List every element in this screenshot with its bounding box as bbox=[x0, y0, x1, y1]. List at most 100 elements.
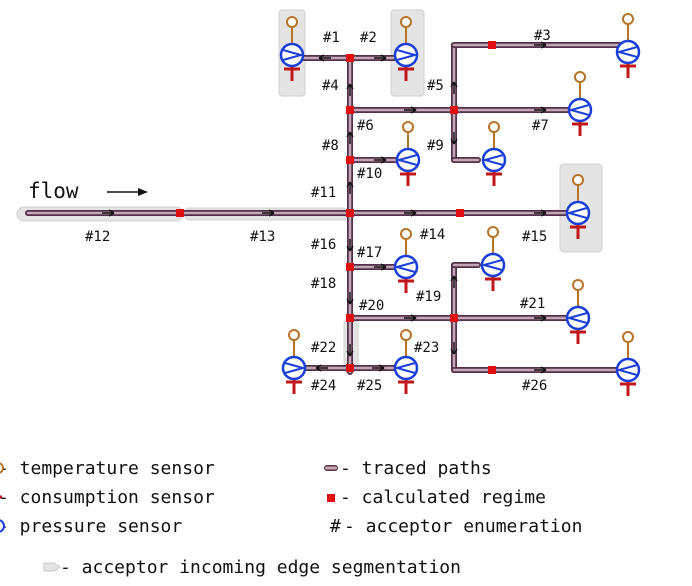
arrow-icon-4 bbox=[534, 209, 547, 217]
temp-sensor-icon-9 bbox=[487, 226, 499, 238]
legend: - temperature sensor - consumption senso… bbox=[0, 458, 582, 578]
pump-arrow-icon-1 bbox=[282, 49, 305, 61]
temp-sensor-icon-13 bbox=[622, 331, 634, 343]
legend-temperature-icon bbox=[0, 462, 4, 474]
acceptor-label-21: #21 bbox=[520, 296, 545, 312]
flow-indicator: flow bbox=[28, 179, 148, 203]
arrow-icon-21 bbox=[450, 342, 458, 355]
pump-arrow-icon-6 bbox=[481, 154, 504, 166]
pump-arrow-icon-10 bbox=[565, 312, 588, 324]
pump-arrow-icon-2 bbox=[396, 49, 419, 61]
traced-path-swatch-icon bbox=[324, 465, 338, 471]
temp-sensor-icon-5 bbox=[402, 121, 414, 133]
acceptor-label-13: #13 bbox=[250, 229, 275, 245]
pump-arrow-icon-13 bbox=[615, 364, 638, 376]
acceptor-label-14: #14 bbox=[420, 227, 445, 243]
pump-group-8 bbox=[393, 228, 419, 293]
arrow-icon-7 bbox=[346, 83, 354, 96]
arrow-icon-13 bbox=[404, 106, 417, 114]
pump-group-2 bbox=[393, 16, 419, 81]
arrow-icon-6 bbox=[374, 54, 387, 62]
pump-group-10 bbox=[565, 279, 591, 344]
regime-marker-1 bbox=[176, 209, 184, 217]
acceptor-label-5: #5 bbox=[427, 78, 444, 94]
pump-arrow-icon-9 bbox=[480, 259, 503, 271]
pump-arrow-icon-7 bbox=[565, 207, 588, 219]
acceptor-label-20: #20 bbox=[359, 298, 384, 314]
arrow-icon-10 bbox=[346, 239, 354, 252]
temp-sensor-icon-7 bbox=[572, 174, 584, 186]
pump-layer bbox=[279, 13, 641, 396]
arrow-icon-23 bbox=[534, 314, 547, 322]
legend-temperature-text: - temperature sensor bbox=[0, 458, 215, 479]
pump-group-11 bbox=[281, 329, 307, 394]
acceptor-label-8: #8 bbox=[322, 138, 339, 154]
acceptor-label-24: #24 bbox=[311, 378, 336, 394]
acceptor-label-9: #9 bbox=[427, 138, 444, 154]
pump-group-4 bbox=[567, 71, 593, 136]
arrow-icon-20 bbox=[450, 275, 458, 288]
pump-arrow-icon-5 bbox=[395, 154, 418, 166]
arrow-icon-19 bbox=[374, 263, 387, 271]
regime-swatch-icon bbox=[327, 494, 335, 502]
pump-group-13 bbox=[615, 331, 641, 396]
acceptor-label-11: #11 bbox=[311, 185, 336, 201]
pump-group-6 bbox=[481, 121, 507, 186]
regime-layer bbox=[176, 41, 496, 374]
temp-sensor-icon-11 bbox=[288, 329, 300, 341]
pump-group-5 bbox=[395, 121, 421, 186]
acceptor-label-23: #23 bbox=[414, 340, 439, 356]
flow-arrow-icon bbox=[138, 188, 148, 196]
pump-arrow-icon-8 bbox=[393, 261, 416, 273]
acceptor-label-25: #25 bbox=[357, 378, 382, 394]
arrow-icon-8 bbox=[346, 131, 354, 144]
acceptor-label-12: #12 bbox=[85, 229, 110, 245]
temp-sensor-icon-6 bbox=[488, 121, 500, 133]
temp-sensor-icon-10 bbox=[572, 279, 584, 291]
acceptor-label-2: #2 bbox=[360, 30, 377, 46]
regime-marker-6 bbox=[346, 156, 354, 164]
acceptor-label-22: #22 bbox=[311, 340, 336, 356]
legend-enumeration-text: - acceptor enumeration bbox=[344, 516, 582, 537]
acceptor-label-6: #6 bbox=[357, 118, 374, 134]
legend-consumption-text: - consumption sensor bbox=[0, 487, 215, 508]
arrow-icon-2 bbox=[262, 209, 275, 217]
regime-marker-11 bbox=[450, 314, 458, 322]
pump-arrow-icon-4 bbox=[567, 104, 590, 116]
temp-sensor-icon-1 bbox=[286, 16, 298, 28]
arrow-icon-9 bbox=[346, 181, 354, 194]
arrow-icon-5 bbox=[318, 54, 331, 62]
temp-sensor-icon-8 bbox=[400, 228, 412, 240]
regime-marker-12 bbox=[488, 366, 496, 374]
arrow-icon-22 bbox=[404, 314, 417, 322]
arrow-icon-12 bbox=[346, 344, 354, 357]
arrow-icon-24 bbox=[534, 366, 547, 374]
acceptor-label-15: #15 bbox=[522, 229, 547, 245]
pump-arrow-icon-3 bbox=[615, 46, 638, 58]
acceptor-label-3: #3 bbox=[534, 28, 551, 44]
arrow-icon-25 bbox=[315, 364, 328, 372]
pump-group-3 bbox=[615, 13, 641, 78]
pump-group-7 bbox=[565, 174, 591, 239]
pump-group-1 bbox=[279, 16, 305, 81]
acceptor-label-4: #4 bbox=[322, 78, 339, 94]
regime-marker-5 bbox=[450, 106, 458, 114]
acceptor-label-26: #26 bbox=[522, 378, 547, 394]
regime-marker-9 bbox=[346, 263, 354, 271]
acceptor-label-7: #7 bbox=[532, 118, 549, 134]
enumeration-symbol: # bbox=[330, 516, 341, 537]
legend-traced-text: - traced paths bbox=[340, 458, 492, 479]
segmentation-swatch-icon bbox=[43, 562, 61, 572]
regime-marker-3 bbox=[488, 41, 496, 49]
temp-sensor-icon-4 bbox=[574, 71, 586, 83]
arrow-icon-14 bbox=[534, 106, 547, 114]
arrow-icon-1 bbox=[102, 209, 115, 217]
acceptor-label-19: #19 bbox=[416, 289, 441, 305]
regime-marker-7 bbox=[346, 209, 354, 217]
pump-group-12 bbox=[393, 329, 419, 394]
acceptor-label-18: #18 bbox=[311, 276, 336, 292]
arrow-icon-26 bbox=[372, 364, 385, 372]
arrow-icon-18 bbox=[374, 156, 387, 164]
temp-sensor-icon-12 bbox=[400, 329, 412, 341]
